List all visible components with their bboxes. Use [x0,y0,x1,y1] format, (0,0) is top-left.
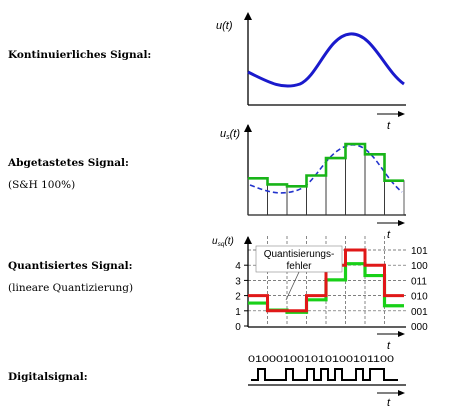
label-continuous: Kontinuierliches Signal: [8,49,152,61]
t-axis-label: t [387,120,391,132]
panel-continuous: u(t) t [216,12,406,132]
us-axis-label: us(t) [220,128,240,141]
continuous-curve [247,32,405,88]
code-label: 001 [411,307,428,318]
sample-hold-bar [247,177,268,216]
label-sampled: Abgetastetes Signal: [8,157,129,169]
quantized-code-labels: 000 001 010 011 100 101 [411,246,428,333]
quantization-error-line2: fehler [286,261,312,272]
t-arrow-head-4 [398,390,405,396]
u-axis-label: u(t) [216,20,233,32]
quantization-error-callout [255,245,343,273]
u-axis-arrow [244,12,252,20]
callout-pointer [285,271,300,301]
label-sampled-note: (S&H 100%) [8,179,76,191]
level-tick-label: 2 [235,292,241,303]
digital-bitstring: 010001001010100101100 [248,354,394,365]
level-tick-label: 0 [235,322,241,333]
t-axis-label-3: t [387,340,391,352]
level-tick-label: 3 [235,276,241,287]
t-axis-label-4: t [387,397,391,409]
t-arrow-head-2 [398,220,405,226]
sample-hold-bar [325,157,346,216]
t-axis-label-2: t [387,229,391,241]
label-quantized: Quantisiertes Signal: [8,260,133,272]
sample-hold-bar [345,143,366,216]
code-label: 100 [411,261,428,272]
panel-digital: 010001001010100101100 t [248,354,406,409]
panel-quantized: usq(t) t 0 1 2 3 4 000 001 010 011 100 101 Quanti… [212,236,428,352]
label-quantized-note: (lineare Quantizierung) [8,282,134,294]
sample-hold-bar [267,184,288,216]
code-label: 010 [411,292,428,303]
sample-hold-bar [384,180,405,216]
sampled-step-line [248,142,404,188]
code-label: 101 [411,246,428,257]
usq-axis-label: usq(t) [212,236,234,248]
panel-sampled: us(t) t [220,124,406,241]
sample-hold-bar [364,153,385,216]
sample-hold-bar [306,175,327,216]
t-arrow-head-3 [398,331,405,337]
level-tick-label: 4 [235,261,241,272]
us-axis-arrow [244,124,252,132]
code-label: 011 [411,276,427,287]
label-digital: Digitalsignal: [8,371,88,383]
level-tick-label: 1 [235,307,241,318]
quantization-error-line1: Quantisierungs- [264,249,335,260]
usq-axis-arrow [244,236,252,244]
code-label: 000 [411,322,428,333]
t-arrow-head [398,111,405,117]
quantized-level-labels: 0 1 2 3 4 [235,261,248,333]
digital-waveform [251,368,398,381]
